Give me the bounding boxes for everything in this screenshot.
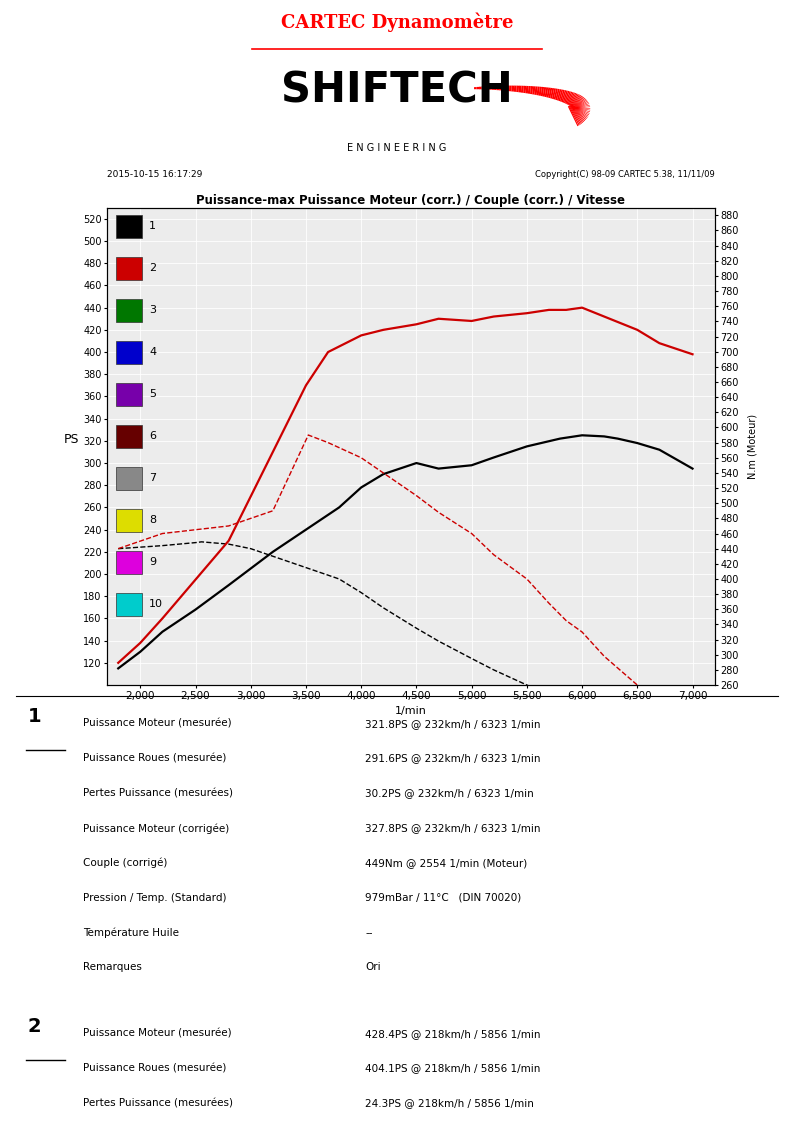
Text: 4: 4 <box>149 347 156 357</box>
Text: SHIFTECH: SHIFTECH <box>281 70 513 111</box>
Text: Température Huile: Température Huile <box>83 928 179 938</box>
Bar <box>116 214 142 238</box>
X-axis label: 1/min: 1/min <box>395 706 427 716</box>
Text: 7: 7 <box>149 474 156 483</box>
Title: Puissance-max Puissance Moteur (corr.) / Couple (corr.) / Vitesse: Puissance-max Puissance Moteur (corr.) /… <box>196 193 626 207</box>
Text: 2015-10-15 16:17:29: 2015-10-15 16:17:29 <box>107 170 202 179</box>
Text: Ori: Ori <box>365 962 381 973</box>
Text: 10: 10 <box>149 600 163 610</box>
Text: Remarques: Remarques <box>83 962 142 973</box>
Y-axis label: PS: PS <box>64 433 79 447</box>
Text: 404.1PS @ 218km/h / 5856 1/min: 404.1PS @ 218km/h / 5856 1/min <box>365 1063 541 1074</box>
Y-axis label: N.m (Moteur): N.m (Moteur) <box>747 414 757 478</box>
Bar <box>116 424 142 448</box>
Text: Pertes Puissance (mesurées): Pertes Puissance (mesurées) <box>83 1098 233 1108</box>
Bar <box>116 257 142 280</box>
Text: 9: 9 <box>149 557 156 567</box>
Text: Puissance Moteur (mesurée): Puissance Moteur (mesurée) <box>83 719 232 729</box>
Text: Puissance Moteur (corrigée): Puissance Moteur (corrigée) <box>83 823 229 833</box>
Text: 30.2PS @ 232km/h / 6323 1/min: 30.2PS @ 232km/h / 6323 1/min <box>365 788 534 798</box>
Text: 2: 2 <box>149 264 156 273</box>
Text: 3: 3 <box>149 305 156 316</box>
Text: 8: 8 <box>149 515 156 526</box>
Bar <box>116 383 142 405</box>
Text: Pertes Puissance (mesurées): Pertes Puissance (mesurées) <box>83 788 233 798</box>
Bar <box>116 551 142 574</box>
Text: Puissance Roues (mesurée): Puissance Roues (mesurée) <box>83 754 227 764</box>
Text: 327.8PS @ 232km/h / 6323 1/min: 327.8PS @ 232km/h / 6323 1/min <box>365 823 541 833</box>
Text: Puissance Roues (mesurée): Puissance Roues (mesurée) <box>83 1063 227 1074</box>
Text: 2: 2 <box>28 1017 41 1037</box>
Text: Pression / Temp. (Standard): Pression / Temp. (Standard) <box>83 893 227 903</box>
Bar <box>116 593 142 615</box>
Text: 6: 6 <box>149 431 156 441</box>
Text: 321.8PS @ 232km/h / 6323 1/min: 321.8PS @ 232km/h / 6323 1/min <box>365 719 541 729</box>
Bar <box>116 341 142 364</box>
Text: E N G I N E E R I N G: E N G I N E E R I N G <box>347 143 447 153</box>
Text: 291.6PS @ 232km/h / 6323 1/min: 291.6PS @ 232km/h / 6323 1/min <box>365 754 541 764</box>
Bar <box>116 299 142 322</box>
Bar <box>116 467 142 490</box>
Text: Copyright(C) 98-09 CARTEC 5.38, 11/11/09: Copyright(C) 98-09 CARTEC 5.38, 11/11/09 <box>535 170 715 179</box>
Text: CARTEC Dynamomètre: CARTEC Dynamomètre <box>281 12 513 31</box>
Text: 1: 1 <box>149 221 156 231</box>
Text: 428.4PS @ 218km/h / 5856 1/min: 428.4PS @ 218km/h / 5856 1/min <box>365 1029 541 1039</box>
Text: Couple (corrigé): Couple (corrigé) <box>83 858 168 868</box>
Text: 24.3PS @ 218km/h / 5856 1/min: 24.3PS @ 218km/h / 5856 1/min <box>365 1098 534 1108</box>
Text: 449Nm @ 2554 1/min (Moteur): 449Nm @ 2554 1/min (Moteur) <box>365 858 527 868</box>
Text: --: -- <box>365 928 372 938</box>
Text: 1: 1 <box>28 707 41 727</box>
Text: Puissance Moteur (mesurée): Puissance Moteur (mesurée) <box>83 1029 232 1039</box>
Bar <box>116 509 142 532</box>
Text: 979mBar / 11°C   (DIN 70020): 979mBar / 11°C (DIN 70020) <box>365 893 522 903</box>
Text: 5: 5 <box>149 390 156 400</box>
